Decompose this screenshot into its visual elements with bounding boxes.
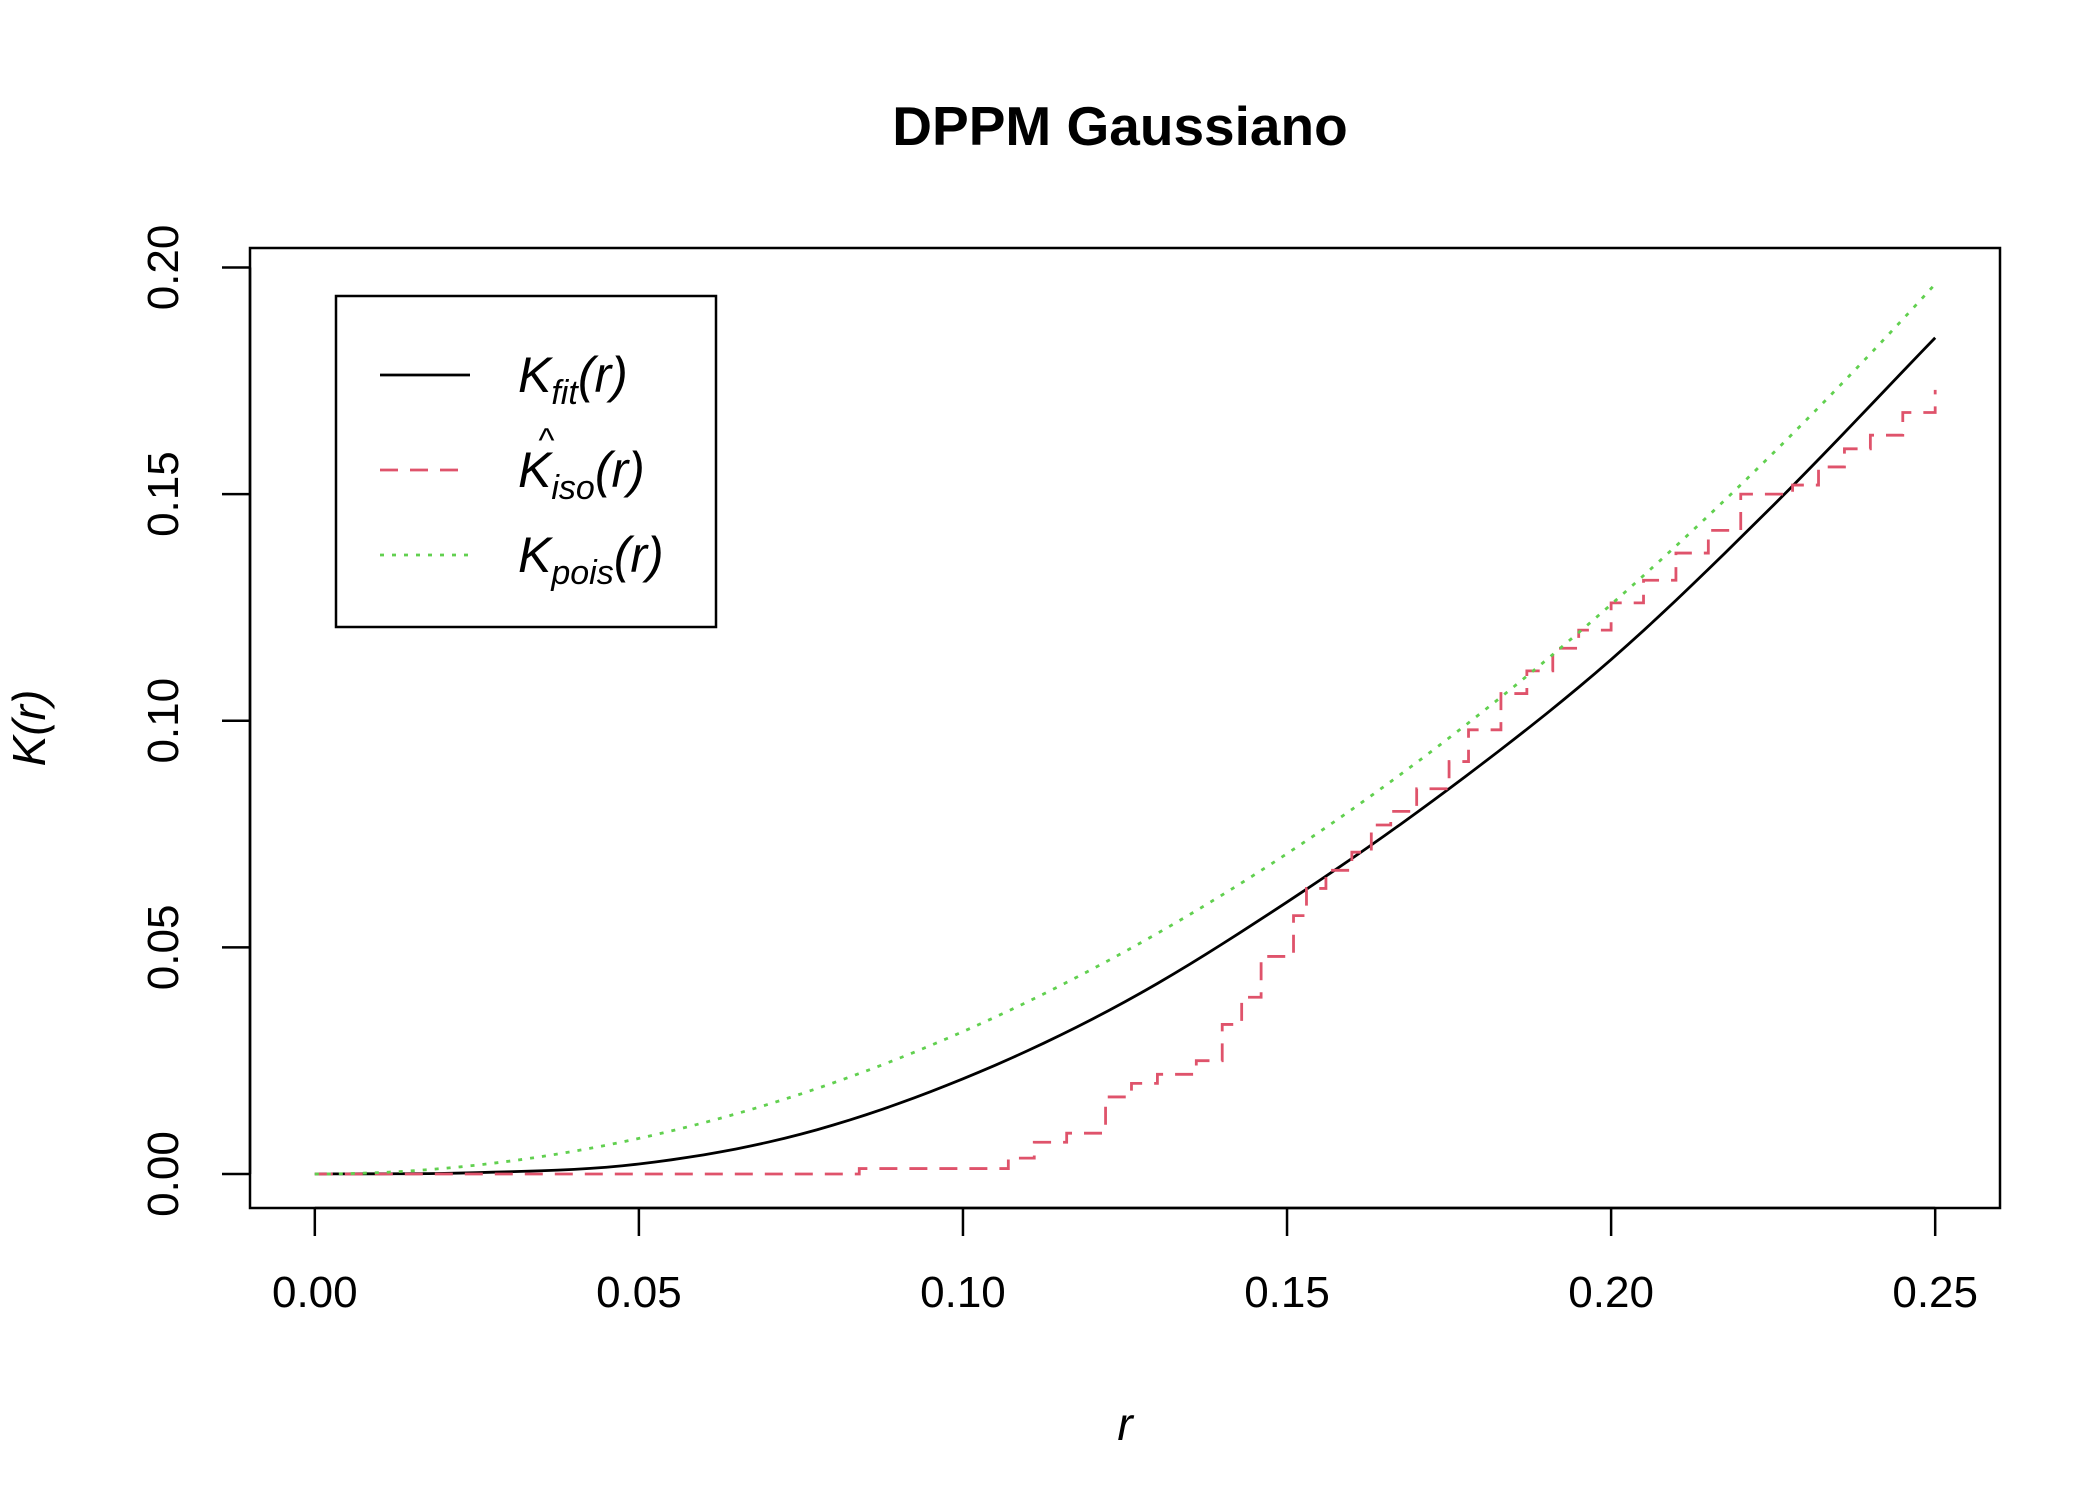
y-axis-label: K(r) (3, 690, 55, 767)
x-tick-label: 0.15 (1244, 1268, 1330, 1317)
y-tick-label: 0.15 (139, 451, 188, 537)
y-tick-label: 0.05 (139, 905, 188, 991)
y-tick-label: 0.10 (139, 678, 188, 764)
x-tick-label: 0.25 (1892, 1268, 1978, 1317)
chart-title: DPPM Gaussiano (892, 95, 1347, 157)
x-axis-label: r (1117, 1398, 1134, 1450)
x-axis: 0.00 0.05 0.10 0.15 0.20 0.25 (272, 1206, 1978, 1317)
x-tick-label: 0.20 (1568, 1268, 1654, 1317)
x-tick-label: 0.10 (920, 1268, 1006, 1317)
legend-hat: ^ (538, 422, 555, 460)
x-tick-label: 0.05 (596, 1268, 682, 1317)
y-tick-label: 0.00 (139, 1131, 188, 1217)
legend-label: Kpois(r) (518, 527, 664, 592)
legend-label: Kiso(r) (518, 442, 645, 507)
series-line-2 (314, 389, 1937, 1176)
y-axis: 0.00 0.05 0.10 0.15 0.20 (139, 225, 252, 1217)
legend: Kfit(r) Kiso(r)^ Kpois(r) (334, 294, 718, 629)
series-layer (314, 283, 1937, 1176)
series-line-1 (314, 336, 1937, 1176)
y-tick-label: 0.20 (139, 225, 188, 311)
legend-label: Kfit(r) (518, 347, 628, 412)
legend-box (334, 294, 718, 629)
x-tick-label: 0.00 (272, 1268, 358, 1317)
